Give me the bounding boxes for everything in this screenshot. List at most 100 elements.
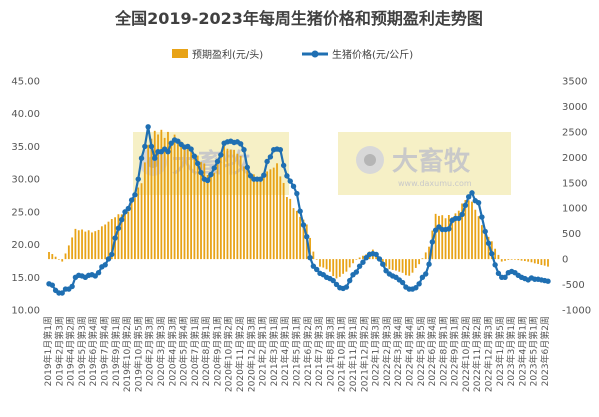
right-axis-ticks: -1000 -500 0 500 1000 1500 2000 2500 3000 3500: [562, 77, 591, 317]
profit-bar: [200, 162, 202, 260]
left-tick-label: 10.00: [11, 306, 40, 317]
left-tick-label: 45.00: [11, 77, 40, 88]
profit-bar: [91, 232, 93, 260]
price-marker: [264, 158, 270, 165]
profit-bar: [464, 200, 467, 260]
profit-bar: [81, 229, 83, 260]
x-tick-label: 2022年3月第4周: [392, 316, 404, 386]
price-marker: [132, 192, 138, 198]
profit-bar: [97, 229, 100, 260]
x-tick-label: 2023年1月第5周: [494, 316, 506, 386]
price-marker: [304, 234, 310, 240]
left-tick-label: 35.00: [11, 142, 40, 153]
profit-bar: [332, 259, 335, 277]
profit-bar: [295, 210, 298, 260]
left-tick-label: 40.00: [11, 109, 40, 120]
price-marker: [459, 211, 465, 218]
profit-bar: [395, 259, 397, 271]
price-marker: [333, 281, 340, 288]
price-marker: [313, 266, 320, 273]
right-tick-label: 0: [562, 255, 568, 266]
price-marker: [152, 155, 158, 161]
price-marker: [198, 169, 204, 176]
price-marker: [423, 271, 429, 277]
profit-bar: [272, 167, 275, 260]
profit-bar: [299, 216, 302, 260]
profit-bar: [87, 230, 90, 260]
x-tick-label: 2022年6月第4周: [426, 316, 438, 386]
profit-bar: [176, 143, 179, 260]
price-marker: [112, 235, 118, 241]
profit-bar: [507, 259, 510, 260]
price-marker: [218, 152, 224, 158]
price-marker: [102, 262, 108, 268]
price-marker: [419, 274, 426, 280]
profit-bar: [150, 138, 153, 260]
profit-bar: [196, 155, 199, 260]
x-tick-label: 2021年3月第1周: [268, 316, 280, 386]
x-tick-label: 2019年10月第5周: [132, 316, 144, 392]
price-marker: [119, 217, 125, 223]
x-tick-label: 2020年8月第1周: [200, 316, 212, 386]
legend-label-profit: 预期盈利(元/头): [192, 49, 263, 61]
price-marker: [307, 254, 313, 261]
profit-bar: [203, 163, 206, 260]
profit-bar: [213, 172, 216, 260]
price-marker: [125, 205, 132, 212]
profit-bar: [322, 259, 325, 268]
x-tick-label: 2020年11月第2周: [234, 316, 246, 392]
profit-bar: [223, 145, 226, 260]
profit-bar: [193, 155, 196, 260]
profit-bar: [494, 248, 497, 260]
profit-bar: [124, 210, 126, 260]
profit-bar: [510, 259, 513, 260]
profit-bar: [335, 259, 338, 279]
profit-bar: [180, 141, 183, 260]
price-marker: [208, 171, 214, 178]
profit-bar: [153, 130, 156, 260]
legend: 预期盈利(元/头) 生猪价格(元/公斤): [172, 48, 413, 61]
price-marker: [267, 154, 274, 160]
price-marker: [95, 270, 102, 276]
profit-bar: [447, 215, 450, 260]
profit-bar: [328, 259, 331, 272]
price-marker: [462, 202, 469, 209]
price-marker: [115, 225, 122, 231]
profit-bar: [279, 176, 282, 260]
profit-bar: [398, 259, 401, 272]
profit-bar: [405, 259, 407, 276]
price-marker: [353, 269, 360, 275]
profit-bar: [183, 147, 186, 260]
left-axis-ticks: 10.00 15.00 20.00 25.00 30.00 35.00 40.00 45.00: [11, 77, 40, 317]
profit-bar: [74, 228, 77, 260]
price-marker: [297, 208, 303, 214]
profit-bar: [67, 245, 70, 260]
profit-bar: [438, 215, 440, 260]
profit-bar: [523, 259, 526, 262]
price-marker: [122, 209, 128, 215]
watermark-subtext: www.daxumu.com: [398, 179, 472, 188]
profit-bar: [319, 259, 321, 267]
price-marker: [310, 263, 317, 269]
price-marker: [479, 214, 485, 220]
x-tick-label: 2021年2月第1周: [257, 316, 269, 386]
profit-bar: [127, 211, 130, 260]
profit-bar: [219, 156, 222, 260]
profit-bar: [252, 174, 255, 260]
x-tick-label: 2020年10月第2周: [223, 316, 235, 392]
watermark-text-right: 大畜牧: [392, 146, 471, 177]
profit-bar: [312, 251, 315, 260]
profit-bar: [517, 259, 520, 261]
profit-bar: [173, 134, 176, 260]
price-marker: [168, 140, 174, 146]
price-marker: [347, 277, 353, 284]
profit-bar: [348, 259, 351, 268]
profit-bar: [362, 255, 364, 260]
price-marker: [59, 290, 65, 296]
profit-bar: [537, 259, 539, 264]
price-marker: [135, 176, 141, 182]
profit-bar: [428, 246, 430, 260]
profit-bar: [262, 176, 265, 260]
right-tick-label: 2500: [562, 127, 587, 138]
